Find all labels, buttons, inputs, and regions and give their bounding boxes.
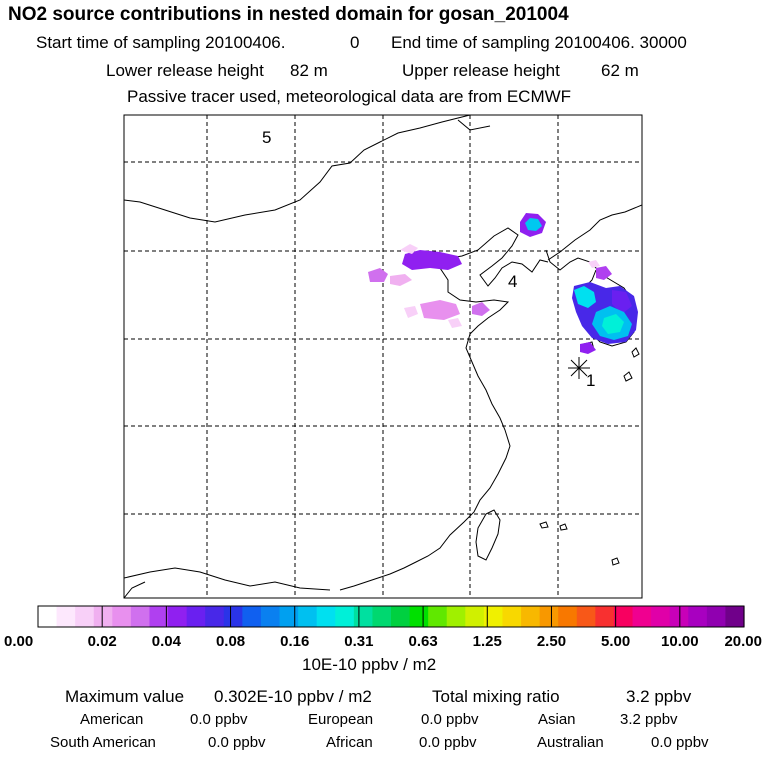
china-coast — [339, 251, 511, 591]
plume-patch — [390, 274, 412, 286]
plume-patch — [368, 268, 388, 282]
island — [611, 557, 620, 566]
plume-core — [525, 218, 542, 231]
south-american-value: 0.0 ppbv — [208, 734, 266, 751]
plume-patch — [400, 244, 418, 254]
region-label-5: 5 — [262, 128, 271, 147]
plume-patch — [420, 300, 460, 320]
border-segment — [547, 204, 642, 261]
plume-patch — [580, 342, 596, 354]
european-value: 0.0 ppbv — [421, 711, 479, 728]
asian-value: 3.2 ppbv — [620, 711, 678, 728]
african-value: 0.0 ppbv — [419, 734, 477, 751]
plume-patch — [448, 318, 462, 328]
marker-line — [570, 359, 588, 377]
plume-patch — [612, 290, 632, 314]
american-label: American — [80, 711, 144, 728]
max-value-label: Maximum value — [65, 687, 185, 706]
plume-patch — [596, 266, 612, 280]
taiwan — [475, 509, 501, 561]
border-segment — [124, 581, 146, 598]
plume-core — [602, 314, 624, 334]
european-label: European — [308, 711, 374, 728]
max-value: 0.302E-10 ppbv / m2 — [214, 687, 372, 706]
island — [631, 347, 640, 358]
southern-border — [124, 567, 331, 591]
region-label-4: 4 — [508, 272, 517, 291]
plume-patch — [588, 260, 600, 268]
contribution-patches — [368, 213, 638, 354]
plume-patch — [404, 306, 418, 318]
border-segment — [457, 119, 491, 131]
lower-height-value: 82 m — [290, 61, 328, 80]
receptor-asterisk — [568, 357, 590, 379]
lower-height-label: Lower release height — [106, 61, 264, 80]
australian-label: Australian — [537, 734, 604, 751]
mongolia-border — [124, 115, 471, 223]
colorbar-unit: 10E-10 ppbv / m2 — [302, 655, 437, 674]
plume-core — [574, 286, 596, 308]
island — [539, 521, 549, 529]
tracer-note: Passive tracer used, meteorological data… — [127, 87, 572, 106]
american-value: 0.0 ppbv — [190, 711, 248, 728]
upper-height-value: 62 m — [601, 61, 639, 80]
asian-label: Asian — [538, 711, 576, 728]
australian-value: 0.0 ppbv — [651, 734, 709, 751]
start-time-label: Start time of sampling 20100406. — [36, 33, 286, 52]
page-title: NO2 source contributions in nested domai… — [8, 4, 569, 25]
plume-patch — [472, 302, 490, 316]
total-mixing-label: Total mixing ratio — [432, 687, 560, 706]
upper-height-label: Upper release height — [402, 61, 560, 80]
start-time-hour: 0 — [350, 33, 360, 52]
bohai-coast — [434, 227, 549, 287]
end-time-label: End time of sampling 20100406. 30000 — [391, 33, 687, 52]
total-mixing-value: 3.2 ppbv — [626, 687, 692, 706]
south-american-label: South American — [50, 734, 156, 751]
island — [623, 371, 633, 382]
african-label: African — [326, 734, 373, 751]
plume-patch — [402, 250, 462, 270]
island — [559, 523, 568, 531]
region-label-1: 1 — [586, 371, 595, 390]
